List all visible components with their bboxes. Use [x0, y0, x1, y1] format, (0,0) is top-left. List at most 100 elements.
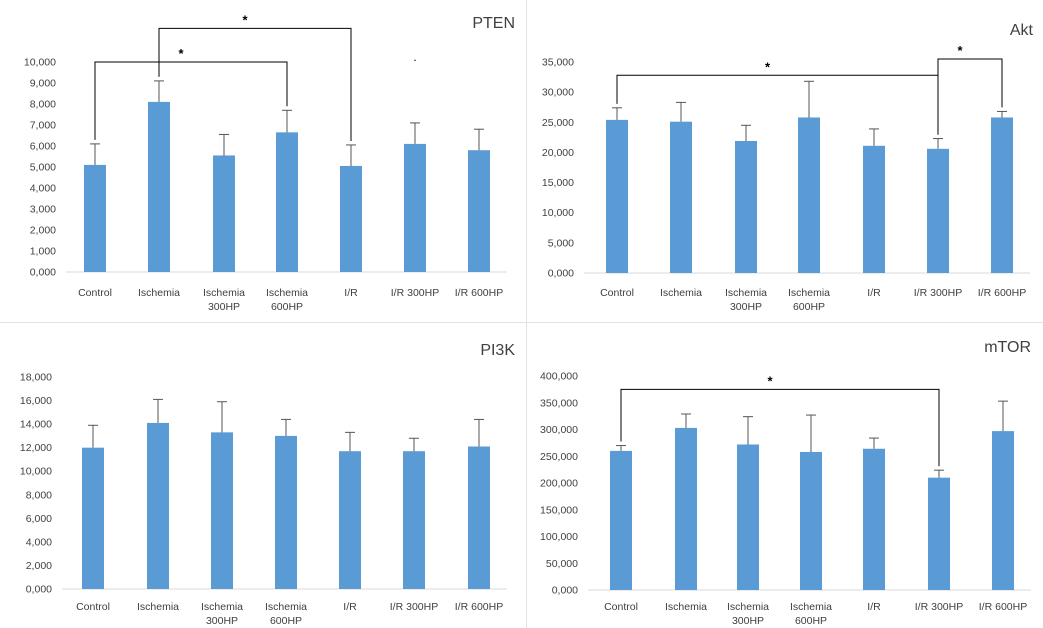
chart-mtor-xtick-label: Ischemia — [727, 601, 769, 613]
chart-mtor-xtick-label: 300HP — [732, 615, 764, 627]
chart-pi3k-xtick-label: Ischemia — [137, 601, 179, 613]
chart-pi3k-xtick-label: I/R 600HP — [455, 601, 503, 613]
chart-pten-xtick-label: 600HP — [271, 301, 303, 313]
chart-mtor-xtick-label: Ischemia — [665, 601, 707, 613]
chart-mtor-bar-2 — [737, 444, 759, 590]
chart-pi3k-xtick-label: Control — [76, 601, 110, 613]
chart-pi3k-title: PI3K — [480, 342, 515, 359]
chart-pi3k-ytick-label: 6,000 — [26, 513, 52, 525]
chart-akt-ytick-label: 35,000 — [542, 57, 574, 69]
chart-akt-significance-marker: * — [957, 43, 963, 58]
chart-pten-bar-2 — [213, 155, 235, 272]
chart-pten-ytick-label: 7,000 — [30, 120, 56, 132]
chart-pi3k-bar-3 — [275, 435, 297, 589]
chart-pi3k-bar-5 — [403, 451, 425, 589]
chart-pten-significance-marker: * — [178, 46, 184, 61]
chart-pi3k-ytick-label: 16,000 — [20, 395, 52, 407]
chart-pten-ytick-label: 9,000 — [30, 78, 56, 90]
chart-akt-xtick-label: Control — [600, 287, 634, 299]
chart-akt-xtick-label: 300HP — [730, 301, 762, 313]
chart-pten-xtick-label: I/R 600HP — [455, 287, 503, 299]
chart-pten-ytick-label: 6,000 — [30, 141, 56, 153]
chart-mtor-xtick-label: Ischemia — [790, 601, 832, 613]
chart-akt-bar-4 — [863, 145, 885, 273]
chart-pi3k-xtick-label: Ischemia — [265, 601, 307, 613]
chart-pten-ytick-label: 3,000 — [30, 204, 56, 216]
panel-divider-horizontal — [0, 322, 1043, 323]
chart-pten-significance-bracket-1 — [158, 27, 352, 141]
chart-mtor-bar-1 — [675, 427, 697, 590]
chart-akt-bar-0 — [606, 119, 628, 273]
chart-pi3k-ytick-label: 0,000 — [26, 584, 52, 596]
chart-pten-ytick-label: 0,000 — [30, 267, 56, 279]
chart-mtor-bar-3 — [800, 451, 822, 590]
chart-pi3k-bar-0 — [82, 447, 104, 589]
chart-pten-bar-4 — [340, 165, 362, 272]
chart-mtor-significance-bracket-0 — [620, 388, 940, 467]
chart-pi3k-ytick-label: 12,000 — [20, 442, 52, 454]
chart-akt-xtick-label: I/R — [867, 287, 881, 299]
chart-pi3k-xtick-label: Ischemia — [201, 601, 243, 613]
chart-mtor-ytick-label: 350,000 — [540, 397, 578, 409]
chart-akt-bar-2 — [735, 140, 757, 273]
chart-mtor-bar-5 — [928, 477, 950, 590]
chart-mtor-ytick-label: 250,000 — [540, 451, 578, 463]
chart-akt-bar-6 — [991, 117, 1013, 273]
chart-pi3k-ytick-label: 2,000 — [26, 560, 52, 572]
chart-akt-bar-1 — [670, 121, 692, 273]
chart-mtor-ytick-label: 0,000 — [552, 585, 578, 597]
chart-akt-xtick-label: I/R 300HP — [914, 287, 962, 299]
chart-pi3k-xtick-label: I/R — [343, 601, 357, 613]
chart-pten-ytick-label: 4,000 — [30, 183, 56, 195]
chart-akt-ytick-label: 5,000 — [548, 237, 574, 249]
chart-pten-xtick-label: Control — [78, 287, 112, 299]
chart-pten-xtick-label: I/R 300HP — [391, 287, 439, 299]
chart-akt-significance-marker: * — [765, 59, 771, 74]
chart-pten-significance-marker: * — [242, 12, 248, 27]
chart-pten-title: PTEN — [472, 15, 515, 32]
chart-pi3k-ytick-label: 8,000 — [26, 489, 52, 501]
chart-pi3k-xtick-label: 300HP — [206, 615, 238, 627]
chart-akt-bar-5 — [927, 148, 949, 273]
chart-mtor-xtick-label: Control — [604, 601, 638, 613]
chart-pten-annotation: . — [413, 50, 416, 64]
chart-pi3k-xtick-label: I/R 300HP — [390, 601, 438, 613]
chart-pten-ytick-label: 8,000 — [30, 99, 56, 111]
chart-pten-xtick-label: Ischemia — [266, 287, 308, 299]
chart-pten-xtick-label: I/R — [344, 287, 358, 299]
chart-pten-significance-bracket-0 — [94, 61, 288, 140]
chart-pten-bar-6 — [468, 150, 490, 272]
chart-mtor-ytick-label: 200,000 — [540, 478, 578, 490]
chart-mtor-significance-marker: * — [767, 373, 773, 388]
chart-mtor-xtick-label: 600HP — [795, 615, 827, 627]
chart-akt-title: Akt — [1010, 22, 1034, 39]
chart-pi3k-ytick-label: 4,000 — [26, 536, 52, 548]
chart-pten-xtick-label: 300HP — [208, 301, 240, 313]
chart-mtor-ytick-label: 100,000 — [540, 531, 578, 543]
chart-pten-bar-5 — [404, 143, 426, 272]
chart-akt-ytick-label: 30,000 — [542, 87, 574, 99]
chart-mtor-xtick-label: I/R 300HP — [915, 601, 963, 613]
chart-pi3k-bar-4 — [339, 451, 361, 589]
chart-mtor-xtick-label: I/R 600HP — [979, 601, 1027, 613]
chart-pten-ytick-label: 2,000 — [30, 225, 56, 237]
chart-akt-xtick-label: 600HP — [793, 301, 825, 313]
chart-mtor-ytick-label: 400,000 — [540, 371, 578, 383]
chart-pten-ytick-label: 10,000 — [24, 57, 56, 69]
chart-mtor-ytick-label: 150,000 — [540, 504, 578, 516]
chart-pi3k-ytick-label: 10,000 — [20, 466, 52, 478]
chart-akt-ytick-label: 25,000 — [542, 117, 574, 129]
chart-mtor-ytick-label: 300,000 — [540, 424, 578, 436]
chart-akt-significance-bracket-1 — [937, 58, 1003, 135]
chart-pi3k-bar-2 — [211, 432, 233, 589]
chart-pi3k-ytick-label: 18,000 — [20, 372, 52, 384]
chart-akt-ytick-label: 10,000 — [542, 207, 574, 219]
chart-pi3k-ytick-label: 14,000 — [20, 419, 52, 431]
chart-pten-bar-3 — [276, 132, 298, 272]
chart-pten-xtick-label: Ischemia — [203, 287, 245, 299]
chart-mtor-bar-4 — [863, 448, 885, 590]
panel-divider-vertical — [526, 0, 527, 628]
chart-mtor-bar-0 — [610, 450, 632, 590]
chart-pi3k-bar-1 — [147, 422, 169, 589]
